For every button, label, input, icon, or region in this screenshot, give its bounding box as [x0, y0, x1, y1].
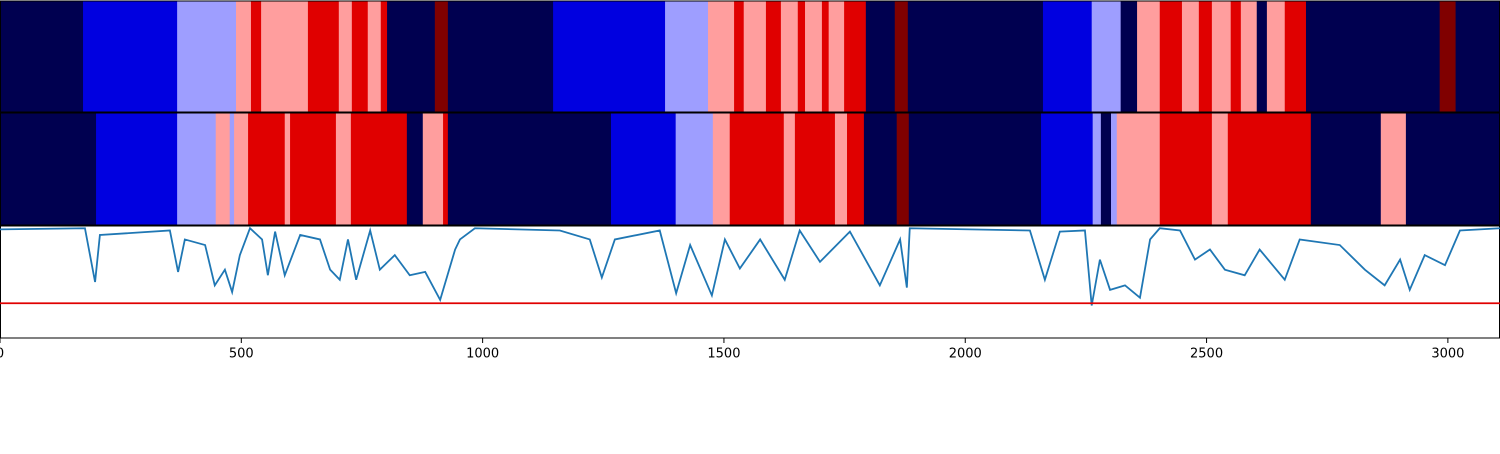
segment [1310, 113, 1382, 225]
segment [1284, 1, 1307, 112]
segment [177, 1, 237, 112]
segment [261, 1, 309, 112]
segment [1116, 113, 1161, 225]
segment [1211, 113, 1229, 225]
segment [387, 1, 436, 112]
segment [96, 113, 178, 225]
x-tick-label: 1500 [707, 347, 740, 362]
segment [234, 113, 249, 225]
segment [351, 1, 369, 112]
segment [290, 113, 337, 225]
segment [1240, 1, 1258, 112]
segment [1305, 1, 1441, 112]
segment [380, 1, 388, 112]
segment [0, 113, 97, 225]
segment [250, 1, 262, 112]
segment [248, 113, 286, 225]
segment [1211, 1, 1232, 112]
segment [1091, 1, 1122, 112]
segment [729, 113, 785, 225]
segment [865, 1, 896, 112]
segment [863, 113, 898, 225]
segment [447, 1, 554, 112]
x-tick-label: 500 [229, 347, 254, 362]
segment [665, 1, 709, 112]
segment [834, 113, 848, 225]
segment [611, 113, 677, 225]
segment [1159, 1, 1183, 112]
segment [1111, 113, 1118, 225]
segment [794, 113, 836, 225]
segment [1100, 113, 1112, 225]
segment [847, 113, 865, 225]
segment [1137, 1, 1161, 112]
panel-frame [0, 225, 1500, 339]
segment [908, 113, 1042, 225]
x-tick-label: 2500 [1190, 347, 1223, 362]
segment [1198, 1, 1213, 112]
segment [1120, 1, 1138, 112]
segment [229, 113, 235, 225]
segment [553, 1, 666, 112]
segment [1159, 113, 1213, 225]
segment [177, 113, 217, 225]
segment [1041, 113, 1094, 225]
segment [828, 1, 845, 112]
data-line [0, 226, 1500, 306]
segment [1405, 113, 1500, 225]
x-tick-label: 3000 [1431, 347, 1464, 362]
segment [1092, 113, 1102, 225]
segment [1380, 113, 1407, 225]
segment [443, 113, 449, 225]
segment [765, 1, 782, 112]
x-tick-label: 2000 [949, 347, 982, 362]
segment [1042, 1, 1093, 112]
segment [434, 1, 449, 112]
segment [447, 113, 612, 225]
segment [743, 1, 767, 112]
segment [350, 113, 408, 225]
segment [422, 113, 444, 225]
segment [1227, 113, 1312, 225]
segment [1439, 1, 1457, 112]
segment [712, 113, 731, 225]
x-tick-label: 1000 [466, 347, 499, 362]
segment [844, 1, 867, 112]
segment [896, 113, 910, 225]
segment [780, 1, 799, 112]
segment [821, 1, 830, 112]
segment [783, 113, 796, 225]
segment [1256, 1, 1268, 112]
segment [708, 1, 735, 112]
segment [1181, 1, 1200, 112]
segment [675, 113, 714, 225]
segment [734, 1, 745, 112]
segment [284, 113, 291, 225]
segment [894, 1, 909, 112]
segment [1455, 1, 1500, 112]
segment [907, 1, 1044, 112]
segment [83, 1, 178, 112]
segment [335, 113, 352, 225]
segment [0, 1, 84, 112]
segment [236, 1, 252, 112]
x-tick-label: 0 [0, 347, 4, 362]
segment [338, 1, 353, 112]
segment [797, 1, 806, 112]
segment [367, 1, 382, 112]
segment [1230, 1, 1242, 112]
segment [805, 1, 823, 112]
segment [406, 113, 424, 225]
segment [1266, 1, 1286, 112]
segment [307, 1, 340, 112]
segment [215, 113, 231, 225]
